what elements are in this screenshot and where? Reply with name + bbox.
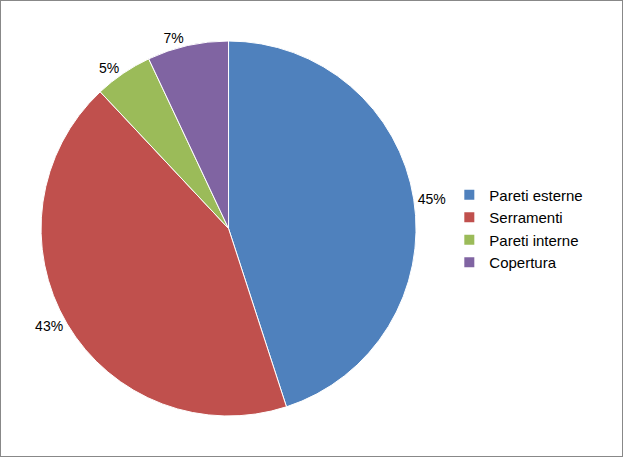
svg-text:Copertura: Copertura [489, 254, 556, 271]
svg-text:43%: 43% [35, 318, 63, 334]
svg-text:45%: 45% [418, 191, 446, 207]
svg-text:7%: 7% [163, 30, 183, 46]
svg-text:Serramenti: Serramenti [489, 209, 562, 226]
svg-text:5%: 5% [99, 60, 119, 76]
svg-text:Pareti esterne: Pareti esterne [489, 187, 582, 204]
svg-text:Pareti interne: Pareti interne [489, 232, 578, 249]
